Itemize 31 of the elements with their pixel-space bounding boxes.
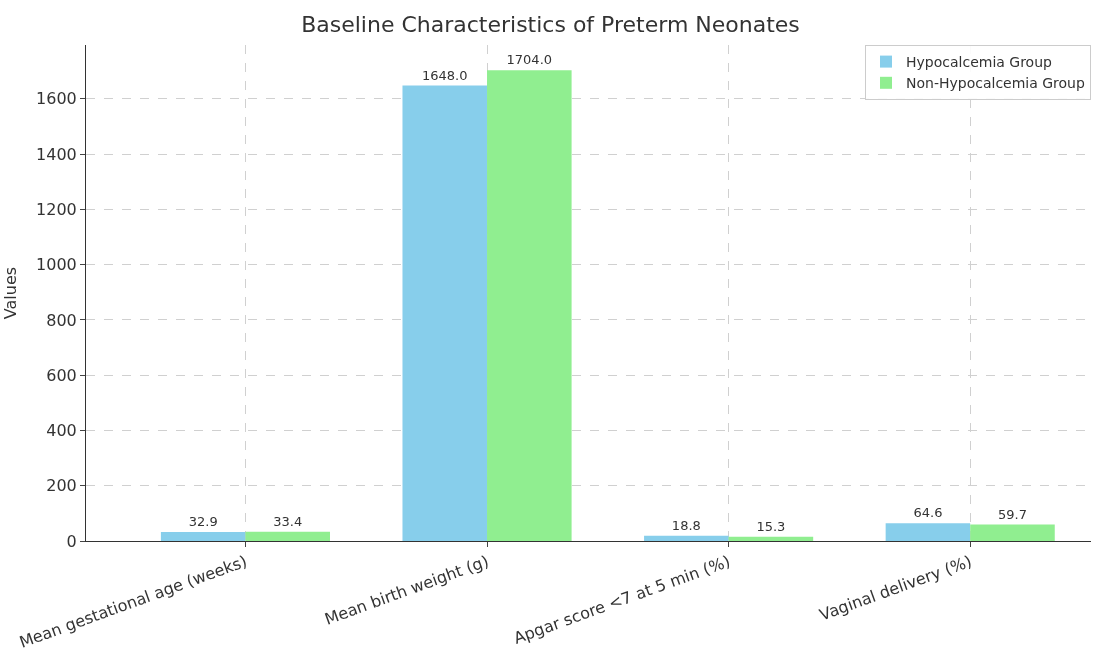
bar xyxy=(644,535,729,541)
x-tick-label: Mean birth weight (g) xyxy=(322,551,492,629)
y-tick-label: 200 xyxy=(46,476,77,496)
y-tick-label: 400 xyxy=(46,421,77,441)
data-label: 64.6 xyxy=(913,505,943,521)
bar xyxy=(245,531,330,541)
y-tick-label: 1400 xyxy=(36,144,77,164)
y-tick-label: 1200 xyxy=(36,200,77,220)
y-tick-label: 600 xyxy=(46,365,77,385)
data-label: 1704.0 xyxy=(506,52,553,68)
x-tick-label: Apgar score <7 at 5 min (%) xyxy=(511,551,733,648)
bar xyxy=(885,523,971,541)
bar xyxy=(728,536,814,541)
data-label: 32.9 xyxy=(188,513,218,529)
bar xyxy=(160,531,246,541)
y-tick-label: 1600 xyxy=(36,89,77,109)
bar xyxy=(487,70,572,541)
legend-label: Non-Hypocalcemia Group xyxy=(906,75,1085,92)
legend-label: Hypocalcemia Group xyxy=(906,54,1053,71)
bar xyxy=(402,85,488,541)
chart-title: Baseline Characteristics of Preterm Neonates xyxy=(301,11,800,37)
y-tick-label: 1000 xyxy=(36,255,77,275)
y-axis-title: Values xyxy=(0,266,20,320)
y-tick-label: 800 xyxy=(46,310,77,330)
data-label: 33.4 xyxy=(273,513,303,529)
bar xyxy=(970,524,1055,541)
data-label: 59.7 xyxy=(998,506,1027,522)
data-label: 1648.0 xyxy=(422,67,468,83)
y-tick-label: 0 xyxy=(66,531,77,551)
data-label: 15.3 xyxy=(756,518,786,534)
data-label: 18.8 xyxy=(671,517,701,533)
